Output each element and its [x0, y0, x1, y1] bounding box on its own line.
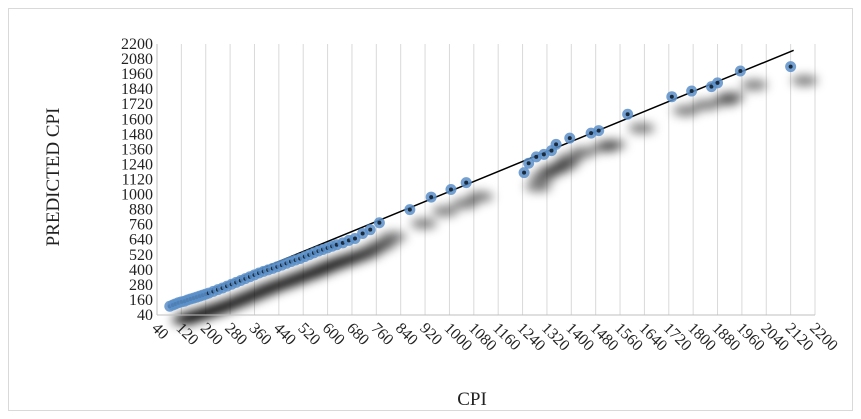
point-shadow — [410, 218, 437, 229]
point-core — [526, 161, 531, 166]
point-core — [715, 80, 720, 85]
scatter-point — [712, 77, 724, 89]
scatter-point — [593, 125, 605, 137]
scatter-point — [564, 132, 576, 144]
scatter-point — [425, 191, 437, 203]
point-shadow — [599, 139, 626, 150]
point-shadow — [467, 191, 494, 202]
y-tick-label: 160 — [129, 292, 153, 309]
x-tick-label: 280 — [221, 320, 250, 349]
point-core — [788, 64, 793, 69]
point-core — [738, 68, 743, 73]
point-core — [589, 131, 594, 136]
point-shadow — [718, 91, 745, 102]
point-core — [669, 94, 674, 99]
point-core — [522, 170, 527, 175]
chart-frame: 40 160 280 400 520 640 760 880 1000 1120 1240 1360 1… — [8, 8, 853, 411]
y-tick-label: 400 — [129, 262, 153, 279]
y-tick-label: 520 — [129, 247, 153, 264]
scatter-point — [734, 65, 746, 77]
x-tick-label: 840 — [392, 320, 421, 349]
gridlines — [180, 44, 816, 315]
point-core — [448, 187, 453, 192]
x-tick-label: 440 — [270, 320, 299, 349]
scatter-point — [622, 108, 634, 120]
scatter-chart: 4016028040052064076088010001120124013601… — [43, 36, 841, 410]
scatter-point — [550, 138, 562, 150]
point-core — [549, 148, 554, 153]
y-tick-label: 1120 — [122, 172, 153, 189]
scatter-point — [373, 217, 385, 229]
y-tick-label: 1480 — [121, 126, 153, 143]
point-core — [689, 89, 694, 94]
point-core — [353, 236, 358, 241]
data-points — [164, 61, 797, 312]
y-tick-label: 1000 — [121, 187, 153, 204]
y-tick-label: 40 — [137, 307, 153, 324]
point-core — [554, 142, 559, 147]
x-axis-title: CPI — [457, 389, 487, 410]
point-core — [360, 231, 365, 236]
point-shadow — [380, 231, 407, 242]
scatter-point — [445, 184, 457, 196]
x-tick-label: 1000 — [441, 320, 476, 355]
point-shadow — [628, 123, 655, 134]
y-tick-label: 1360 — [121, 141, 153, 158]
point-shadow — [741, 79, 768, 90]
y-tick-label: 880 — [129, 202, 153, 219]
x-tick-label: 600 — [319, 320, 348, 349]
scatter-point — [523, 157, 535, 169]
point-shadow — [525, 181, 552, 192]
scatter-point — [785, 61, 797, 73]
scatter-point — [686, 85, 698, 97]
y-tick-label: 1600 — [121, 111, 153, 128]
point-shadow — [451, 198, 478, 209]
y-tick-label: 2080 — [121, 51, 153, 68]
x-tick-label: 920 — [416, 320, 445, 349]
y-tick-label: 640 — [129, 232, 153, 249]
point-core — [429, 195, 434, 200]
scatter-point — [518, 167, 530, 179]
x-tick-label: 760 — [368, 320, 397, 349]
y-tick-label: 1840 — [121, 81, 153, 98]
y-axis-title: PREDICTED CPI — [43, 108, 64, 247]
point-shadow — [432, 206, 459, 217]
point-core — [541, 152, 546, 157]
y-tick-label: 1960 — [121, 66, 153, 83]
x-tick-label: 360 — [246, 320, 275, 349]
x-tick-label: 1160 — [489, 320, 523, 354]
y-tick-label: 1720 — [121, 96, 153, 113]
scatter-point — [404, 204, 416, 216]
scatter-point — [460, 177, 472, 189]
point-shadow — [692, 100, 719, 111]
x-tick-label: 520 — [294, 320, 323, 349]
point-shadow — [791, 75, 818, 86]
marker-shadows — [170, 75, 818, 326]
point-shadow — [570, 147, 597, 158]
point-core — [377, 220, 382, 225]
y-tick-label: 1240 — [121, 156, 153, 173]
point-core — [567, 136, 572, 141]
scatter-point — [364, 224, 376, 236]
point-core — [407, 207, 412, 212]
x-tick-label: 200 — [197, 320, 226, 349]
x-tick-label: 680 — [343, 320, 372, 349]
point-core — [596, 128, 601, 133]
y-tick-label: 280 — [129, 277, 153, 294]
y-tick-label: 2200 — [121, 36, 153, 53]
point-core — [534, 154, 539, 159]
point-core — [368, 227, 373, 232]
scatter-point — [666, 91, 678, 103]
y-tick-label: 760 — [129, 217, 153, 234]
point-core — [625, 112, 630, 117]
axes — [156, 44, 815, 316]
point-shadow — [672, 105, 699, 116]
point-core — [464, 180, 469, 185]
point-core — [709, 84, 714, 89]
